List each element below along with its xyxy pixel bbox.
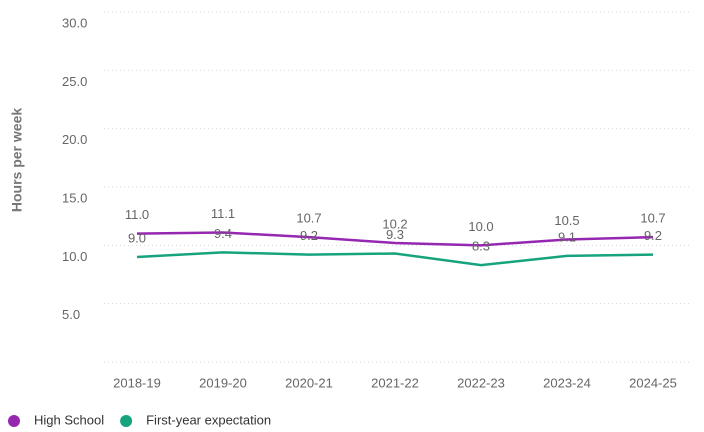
y-tick-label: 20.0 [62, 132, 87, 147]
data-label: 9.1 [558, 229, 576, 244]
data-label: 9.2 [644, 228, 662, 243]
series-line [136, 231, 654, 247]
y-axis-title: Hours per week [9, 108, 25, 212]
data-label: 11.1 [211, 206, 235, 221]
data-label: 9.0 [128, 230, 146, 245]
y-tick-label: 5.0 [62, 307, 80, 322]
data-label: 11.0 [125, 207, 149, 222]
data-label: 10.7 [296, 211, 321, 226]
x-tick-label: 2021-22 [371, 375, 419, 390]
data-label: 9.4 [214, 226, 232, 241]
data-label: 10.7 [640, 211, 665, 226]
y-tick-label: 25.0 [62, 74, 87, 89]
x-tick-label: 2018-19 [113, 375, 161, 390]
legend-label: High School [34, 412, 104, 427]
data-label: 10.5 [554, 213, 579, 228]
data-label: 10.2 [382, 216, 407, 231]
y-tick-label: 10.0 [62, 249, 87, 264]
x-tick-label: 2023-24 [543, 375, 591, 390]
y-tick-label: 30.0 [62, 15, 87, 30]
x-tick-label: 2020-21 [285, 375, 333, 390]
data-label: 10.0 [468, 219, 493, 234]
series-line [136, 251, 654, 267]
legend-label: First-year expectation [146, 412, 271, 427]
x-tick-label: 2022-23 [457, 375, 505, 390]
x-tick-label: 2024-25 [629, 375, 677, 390]
data-label: 9.2 [300, 228, 318, 243]
data-label: 8.3 [472, 239, 490, 254]
legend-marker [8, 415, 20, 427]
data-label: 9.3 [386, 227, 404, 242]
x-tick-label: 2019-20 [199, 375, 247, 390]
legend-marker [120, 415, 133, 427]
y-tick-label: 15.0 [62, 190, 87, 205]
